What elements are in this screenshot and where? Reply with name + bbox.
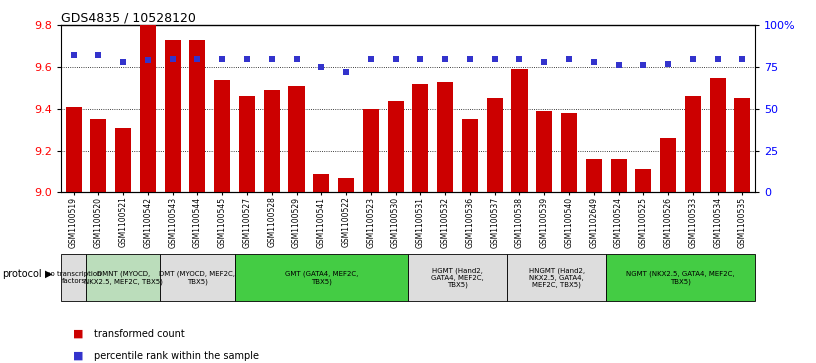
Bar — [412, 84, 428, 192]
Text: DMT (MYOCD, MEF2C,
TBX5): DMT (MYOCD, MEF2C, TBX5) — [159, 271, 236, 285]
Text: DMNT (MYOCD,
NKX2.5, MEF2C, TBX5): DMNT (MYOCD, NKX2.5, MEF2C, TBX5) — [84, 271, 162, 285]
Point — [662, 61, 675, 67]
Text: NGMT (NKX2.5, GATA4, MEF2C,
TBX5): NGMT (NKX2.5, GATA4, MEF2C, TBX5) — [626, 271, 734, 285]
Text: ■: ■ — [73, 329, 84, 339]
Point — [389, 56, 402, 62]
Bar — [61, 254, 86, 301]
Bar — [86, 254, 160, 301]
Bar — [239, 96, 255, 192]
Bar — [512, 69, 527, 192]
Text: HGMT (Hand2,
GATA4, MEF2C,
TBX5): HGMT (Hand2, GATA4, MEF2C, TBX5) — [431, 267, 484, 288]
Point — [612, 62, 625, 68]
Point — [414, 56, 427, 62]
Bar — [165, 40, 180, 192]
Bar — [214, 80, 230, 192]
Bar — [289, 86, 304, 192]
Bar — [140, 25, 156, 192]
Point — [686, 56, 699, 62]
Bar — [235, 254, 408, 301]
Point — [166, 56, 180, 62]
Point — [215, 56, 228, 62]
Bar — [160, 254, 235, 301]
Bar — [338, 178, 354, 192]
Bar — [561, 113, 577, 192]
Point — [439, 56, 452, 62]
Bar — [586, 159, 602, 192]
Point — [562, 56, 575, 62]
Point — [92, 53, 105, 58]
Bar — [408, 254, 507, 301]
Point — [513, 56, 526, 62]
Point — [315, 64, 328, 70]
Text: protocol: protocol — [2, 269, 42, 279]
Bar — [65, 107, 82, 192]
Point — [538, 59, 551, 65]
Point — [117, 59, 130, 65]
Bar — [313, 174, 330, 192]
Bar — [685, 96, 701, 192]
Text: percentile rank within the sample: percentile rank within the sample — [94, 351, 259, 361]
Point — [736, 56, 749, 62]
Bar — [636, 170, 651, 192]
Point — [463, 56, 477, 62]
Bar — [536, 111, 552, 192]
Bar — [507, 254, 606, 301]
Text: ■: ■ — [73, 351, 84, 361]
Bar — [734, 98, 751, 192]
Point — [636, 62, 650, 68]
Point — [364, 56, 377, 62]
Point — [711, 56, 724, 62]
Point — [488, 56, 501, 62]
Bar — [388, 101, 404, 192]
Point — [588, 59, 601, 65]
Bar — [486, 98, 503, 192]
Text: transformed count: transformed count — [94, 329, 184, 339]
Bar — [189, 40, 206, 192]
Bar — [363, 109, 379, 192]
Bar — [91, 119, 106, 192]
Text: no transcription
factors: no transcription factors — [46, 271, 101, 284]
Bar — [264, 90, 280, 192]
Bar — [710, 78, 725, 192]
Bar — [462, 119, 478, 192]
Point — [290, 56, 303, 62]
Point — [141, 58, 154, 64]
Point — [191, 56, 204, 62]
Bar — [610, 159, 627, 192]
Point — [265, 56, 278, 62]
Text: GMT (GATA4, MEF2C,
TBX5): GMT (GATA4, MEF2C, TBX5) — [285, 271, 358, 285]
Bar — [437, 82, 453, 192]
Bar — [606, 254, 755, 301]
Point — [241, 56, 254, 62]
Point — [67, 53, 80, 58]
Bar — [115, 128, 131, 192]
Text: ▶: ▶ — [45, 269, 52, 279]
Text: HNGMT (Hand2,
NKX2.5, GATA4,
MEF2C, TBX5): HNGMT (Hand2, NKX2.5, GATA4, MEF2C, TBX5… — [529, 267, 585, 288]
Point — [339, 69, 353, 75]
Bar — [660, 138, 676, 192]
Text: GDS4835 / 10528120: GDS4835 / 10528120 — [61, 11, 196, 24]
